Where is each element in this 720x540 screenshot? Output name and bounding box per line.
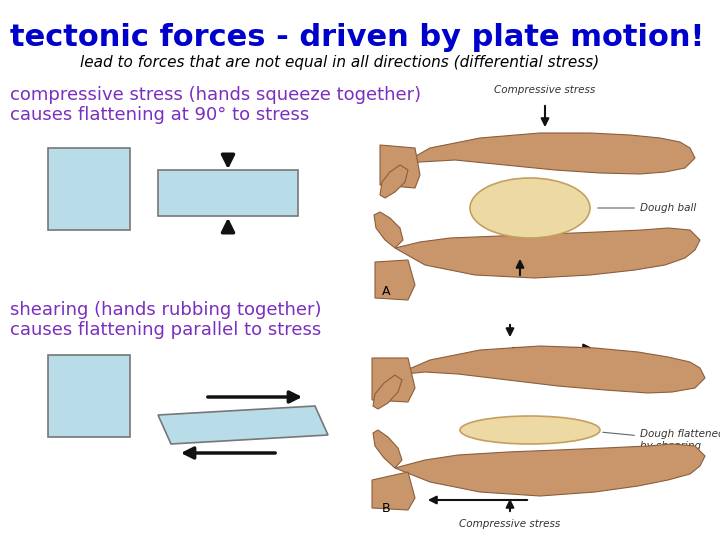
- Polygon shape: [375, 260, 415, 300]
- Polygon shape: [395, 346, 705, 393]
- Text: B: B: [382, 502, 391, 515]
- Polygon shape: [372, 472, 415, 510]
- Polygon shape: [374, 212, 403, 248]
- Polygon shape: [380, 165, 408, 198]
- Polygon shape: [372, 358, 415, 402]
- Text: Compressive stress: Compressive stress: [459, 519, 561, 529]
- Bar: [48, 148, 130, 230]
- Ellipse shape: [460, 416, 600, 444]
- Text: compressive stress (hands squeeze together): compressive stress (hands squeeze togeth…: [10, 86, 421, 104]
- Polygon shape: [400, 133, 695, 174]
- Polygon shape: [380, 145, 420, 188]
- Text: shearing (hands rubbing together): shearing (hands rubbing together): [10, 301, 322, 319]
- Text: lead to forces that are not equal in all directions (differential stress): lead to forces that are not equal in all…: [80, 56, 599, 71]
- Bar: [48, 355, 130, 437]
- Text: Dough flattened
by shearing: Dough flattened by shearing: [603, 429, 720, 451]
- Bar: [158, 170, 298, 216]
- Text: causes flattening at 90° to stress: causes flattening at 90° to stress: [10, 106, 310, 124]
- Polygon shape: [395, 444, 705, 496]
- Text: tectonic forces - driven by plate motion!: tectonic forces - driven by plate motion…: [10, 24, 704, 52]
- Text: Compressive stress: Compressive stress: [495, 85, 595, 95]
- Text: causes flattening parallel to stress: causes flattening parallel to stress: [10, 321, 321, 339]
- Polygon shape: [158, 406, 328, 444]
- Polygon shape: [373, 430, 402, 468]
- Text: Dough ball: Dough ball: [598, 203, 696, 213]
- Polygon shape: [373, 375, 402, 409]
- Text: A: A: [382, 285, 390, 298]
- Polygon shape: [395, 228, 700, 278]
- Ellipse shape: [470, 178, 590, 238]
